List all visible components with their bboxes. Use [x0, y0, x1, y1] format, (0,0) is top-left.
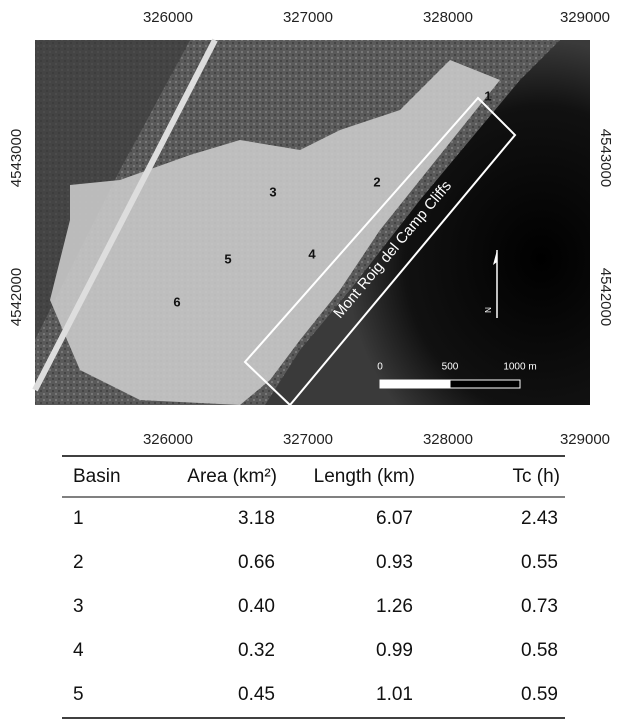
map: Mont Roig del Camp Cliffs 1 2 3 4 5 6 0 …: [35, 40, 590, 405]
table-cell: 0.99: [376, 640, 413, 661]
table-cell: 4: [73, 640, 84, 661]
scale-label: 1000 m: [503, 362, 536, 373]
table-cell: 2.43: [521, 508, 558, 529]
y-coord-right: 4542000: [597, 268, 614, 326]
y-coord-left: 4542000: [8, 268, 25, 326]
table-cell: 0.93: [376, 552, 413, 573]
table-cell: 1.01: [376, 684, 413, 705]
table-cell: 3: [73, 596, 84, 617]
north-label: N: [484, 307, 493, 313]
table-cell: 0.45: [238, 684, 275, 705]
table-cell: 0.55: [521, 552, 558, 573]
figure: Mont Roig del Camp Cliffs 1 2 3 4 5 6 0 …: [0, 0, 621, 725]
basin-label: 6: [173, 294, 180, 309]
basin-label: 1: [484, 88, 491, 103]
table-cell: 6.07: [376, 508, 413, 529]
scale-bar: [380, 380, 450, 388]
table-cell: 5: [73, 684, 84, 705]
basin-label: 4: [308, 246, 316, 261]
x-coord-top: 326000: [143, 9, 193, 26]
table-cell: 0.73: [521, 596, 558, 617]
table-cell: 3.18: [238, 508, 275, 529]
x-coord-bottom: 327000: [283, 431, 333, 448]
y-coord-left: 4543000: [8, 129, 25, 187]
x-coord-top: 328000: [423, 9, 473, 26]
y-coord-right: 4543000: [597, 129, 614, 187]
basin-label: 3: [269, 184, 276, 199]
table-header: Tc (h): [513, 466, 561, 487]
x-coord-top: 327000: [283, 9, 333, 26]
scale-label: 0: [377, 362, 383, 373]
table-cell: 2: [73, 552, 84, 573]
table: Basin Area (km²) Length (km) Tc (h) 1 3.18 6.0…: [62, 456, 565, 725]
table-cell: 0.58: [521, 640, 558, 661]
table-cell: 1.26: [376, 596, 413, 617]
x-coord-bottom: 328000: [423, 431, 473, 448]
table-cell: 0.40: [238, 596, 275, 617]
basin-label: 5: [224, 251, 231, 266]
table-header: Length (km): [314, 466, 415, 487]
table-cell: 1: [73, 508, 84, 529]
table-cell: 0.59: [521, 684, 558, 705]
scale-bar: [450, 380, 520, 388]
x-coord-bottom: 326000: [143, 431, 193, 448]
x-coord-top: 329000: [560, 9, 610, 26]
table-cell: 0.66: [238, 552, 275, 573]
scale-label: 500: [442, 362, 459, 373]
table-header: Area (km²): [187, 466, 277, 487]
table-header: Basin: [73, 466, 121, 487]
basin-label: 2: [373, 174, 380, 189]
x-coord-bottom: 329000: [560, 431, 610, 448]
table-cell: 0.32: [238, 640, 275, 661]
